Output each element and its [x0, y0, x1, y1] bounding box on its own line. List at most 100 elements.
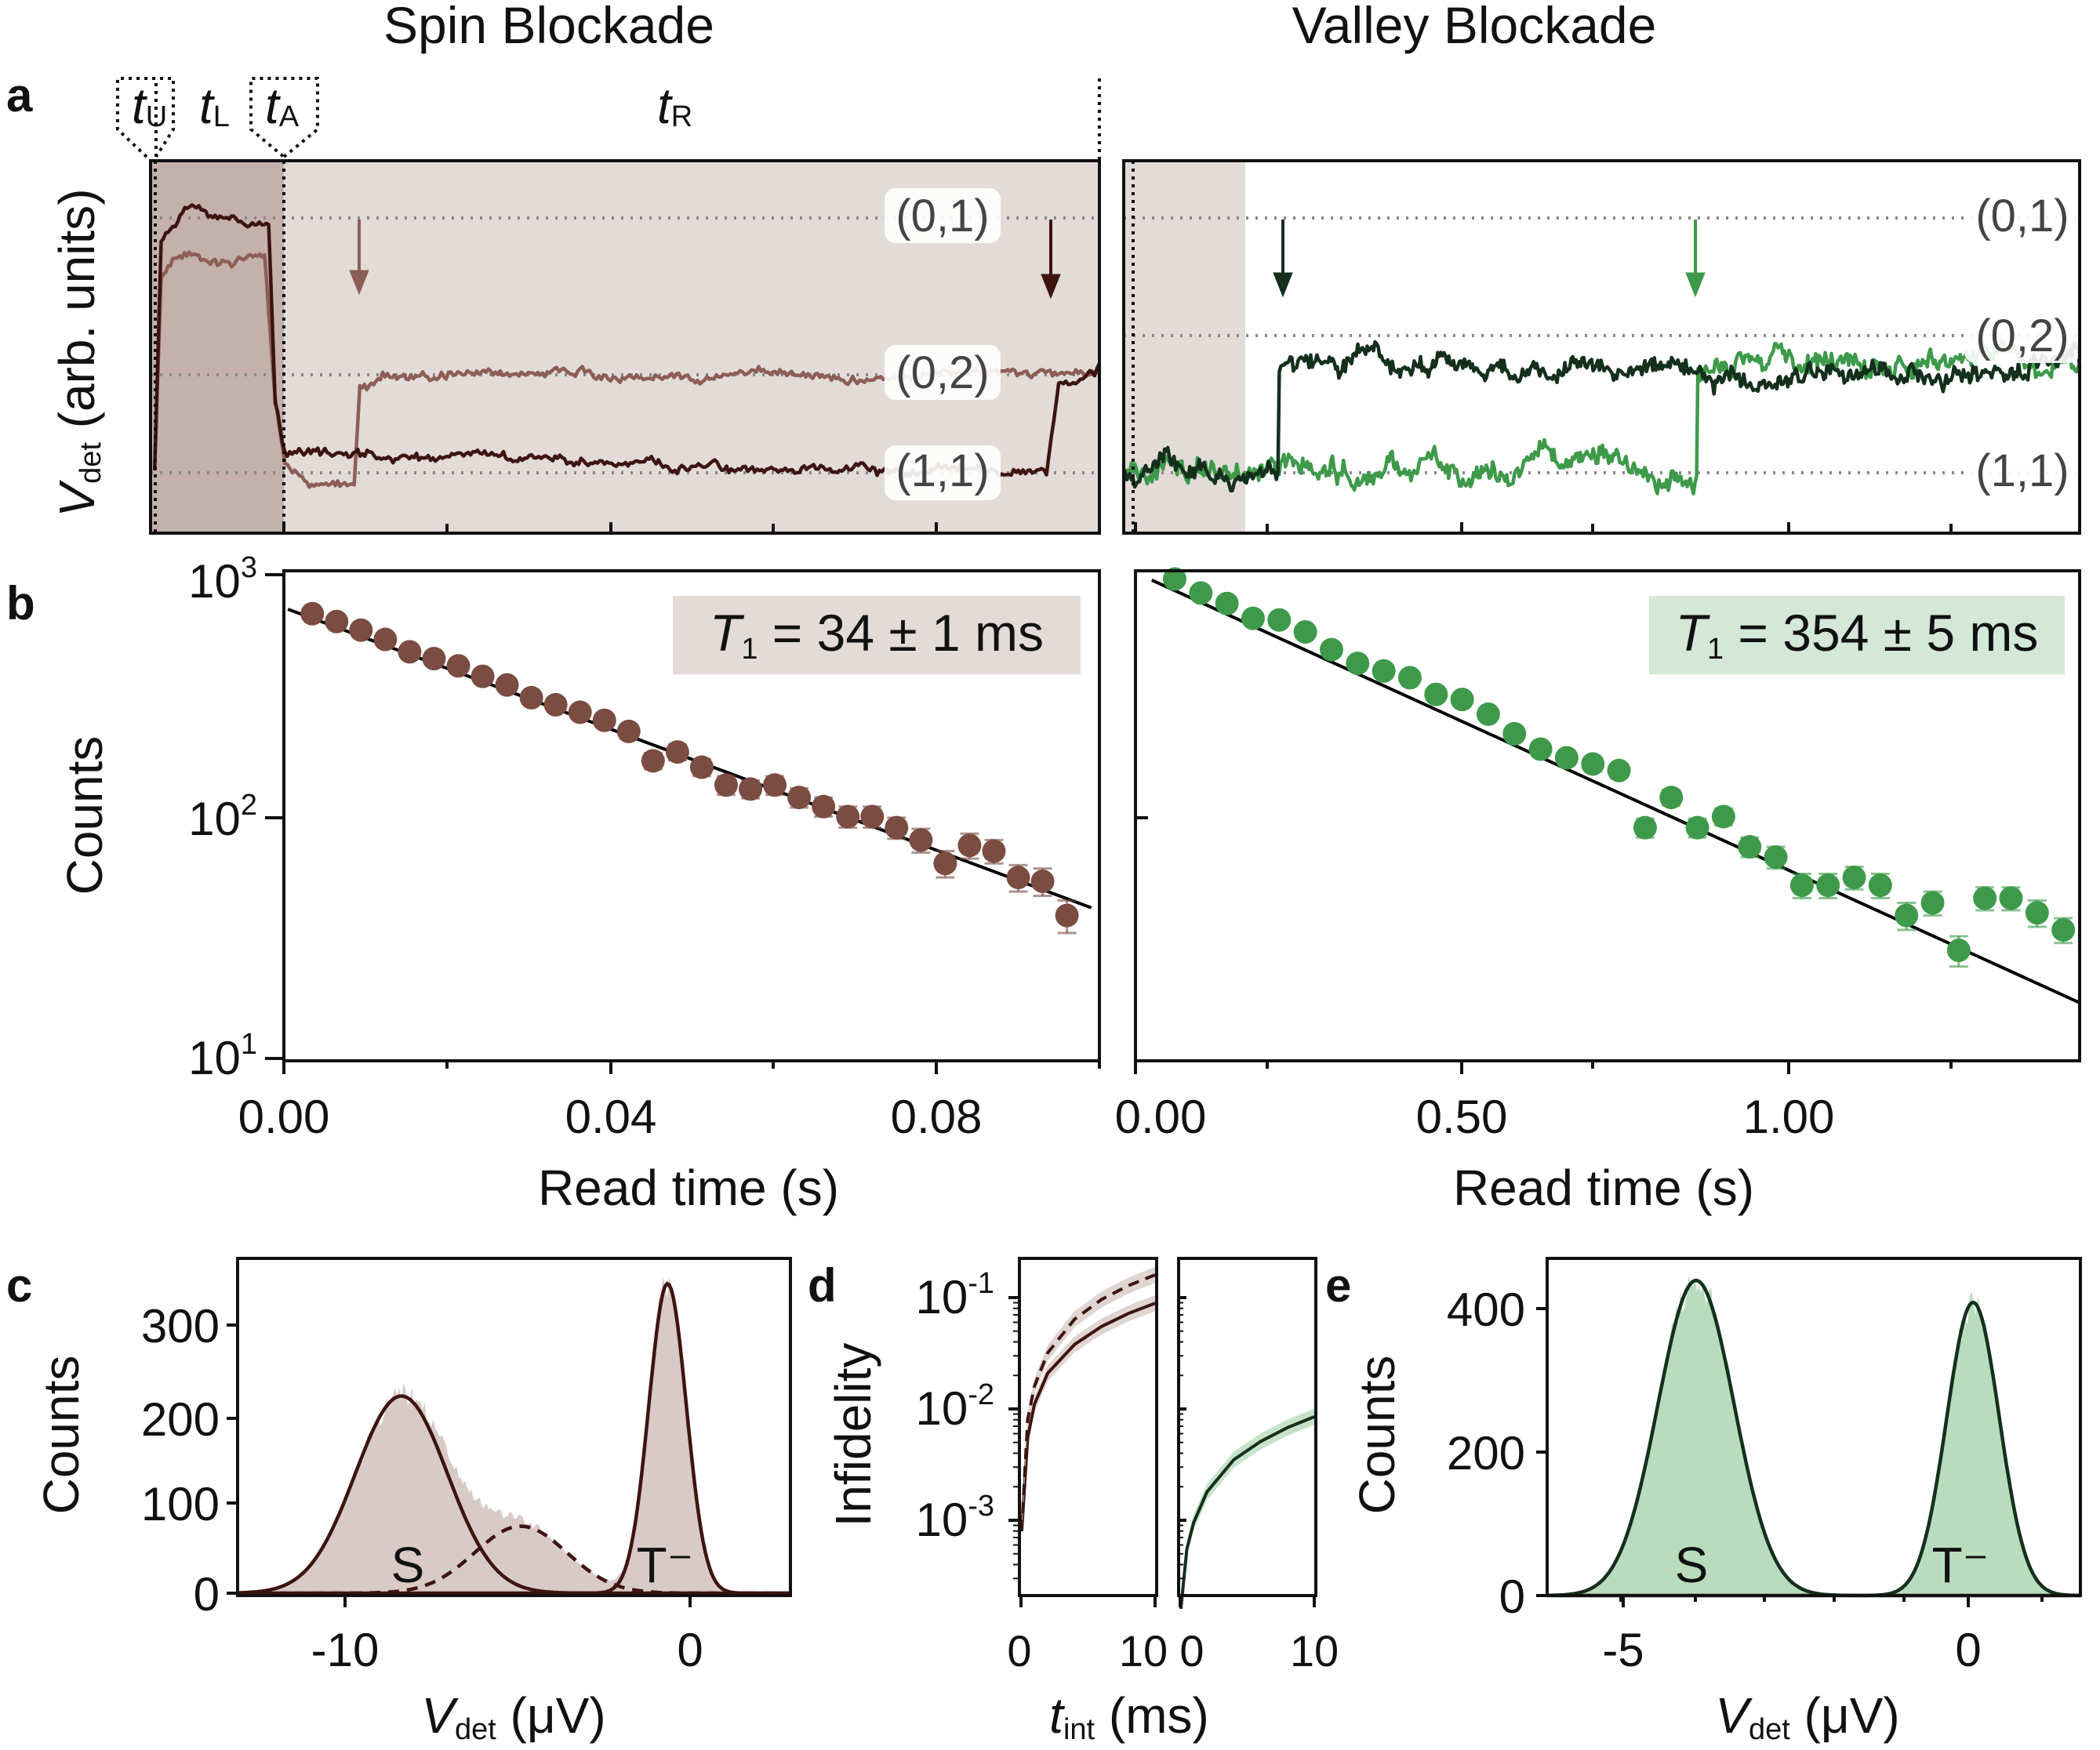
spin-data-point: [495, 673, 519, 697]
panel-label-e: e: [1325, 1259, 1351, 1312]
panel-e-ticks: [1536, 1307, 2044, 1607]
spin-data-point: [739, 777, 763, 801]
e-ytick-400: 400: [1447, 1283, 1525, 1336]
segment-label-tA: tA: [265, 78, 300, 134]
plot-frame-a-left: [149, 159, 1101, 535]
valley-data-point: [1554, 746, 1579, 770]
panel-b-yticks: [265, 573, 1148, 1060]
state-label-11-left: (1,1): [896, 445, 989, 496]
state-labels-right: (0,1) (0,2) (1,1): [1964, 188, 2080, 500]
d-ytick-1e-3: 10-3: [915, 1490, 994, 1546]
trace-valley_dark: [1122, 339, 2082, 493]
spin-data-point: [763, 773, 787, 797]
b-ylabel: Counts: [56, 736, 113, 895]
spin-data-point: [519, 685, 543, 710]
c-peak-label-s: S: [391, 1537, 425, 1593]
d-ytick-1e-2: 10-2: [915, 1378, 994, 1435]
valley-data-point: [1789, 873, 1814, 898]
valley-data-point: [1764, 845, 1788, 870]
c-peak-label-t: T⁻: [637, 1537, 694, 1593]
spin-fit-T⁻: [238, 1281, 790, 1596]
spin-data-point: [471, 664, 495, 688]
t1-label-spin: T1 = 34 ± 1 ms: [710, 604, 1044, 666]
spin-fit-line: [287, 608, 1092, 909]
b-right-xtick-2: 1.00: [1743, 1091, 1835, 1143]
d-right-xtick-0: 0: [1179, 1626, 1204, 1676]
state-labels-left: (0,1) (0,2) (1,1): [885, 188, 1001, 500]
plot-frame-b-left: [282, 569, 1101, 1062]
panel-c: 300 200 100 0 -10 0 S T⁻ Vdet (μV) Count…: [33, 1257, 792, 1746]
plot-frame-c: [236, 1257, 792, 1597]
valley-fit-line: [1151, 579, 2080, 1004]
valley-data-point: [1581, 752, 1605, 776]
state-label-01-right: (0,1): [1975, 191, 2069, 241]
c-xlabel: Vdet (μV): [421, 1687, 605, 1746]
spin-data-point: [957, 833, 982, 858]
b-left-xlabel: Read time (s): [538, 1160, 839, 1216]
d-xlabel: tint (ms): [1049, 1687, 1209, 1746]
spin-data-point: [885, 815, 909, 840]
b-right-xtick-1: 0.50: [1416, 1091, 1508, 1143]
valley-data-point: [1920, 891, 1945, 915]
segment-label-tR: tR: [657, 78, 692, 134]
d-ylabel: Infidelity: [825, 1343, 881, 1527]
spin-data-point: [1055, 903, 1079, 928]
plot-frame-b-right: [1134, 569, 2081, 1062]
spin-histogram: [238, 1276, 790, 1593]
spin-data-point: [300, 601, 325, 626]
spin-data-point: [398, 640, 422, 664]
valley-data-point: [1267, 608, 1292, 632]
c-ytick-100: 100: [141, 1478, 220, 1530]
valley-data-point: [1633, 815, 1657, 840]
valley-data-point: [1476, 702, 1500, 726]
valley-data-point: [1397, 666, 1422, 690]
valley-data-point: [2025, 901, 2049, 925]
spin-data-point: [446, 654, 471, 678]
title-valley-blockade: Valley Blockade: [1292, 0, 1657, 54]
arrow-valley-dark: [1273, 220, 1293, 298]
spin-data-point: [641, 749, 665, 773]
valley-band-valley: [1180, 1408, 1314, 1617]
panel-label-a: a: [6, 69, 33, 122]
valley-data-point: [1450, 688, 1474, 712]
plot-frame-e: [1546, 1257, 2082, 1597]
e-xtick-0: 0: [1955, 1624, 1981, 1676]
spin-data-point: [325, 609, 349, 634]
valley-data-point: [1999, 886, 2023, 910]
state-label-02-left: (0,2): [896, 347, 989, 398]
spin-data-point: [422, 646, 446, 670]
t1-box-valley: [1649, 596, 2065, 674]
valley-data-point: [1868, 873, 1892, 898]
e-ylabel: Counts: [1349, 1356, 1405, 1515]
spin-data-point: [568, 700, 592, 724]
panel-b-xticks: [282, 1061, 1953, 1074]
plot-frame-a-right: [1122, 159, 2081, 535]
t1-box-spin: [673, 596, 1081, 674]
panel-d-marks: [1019, 1266, 1315, 1617]
arrow-valley-light: [1685, 220, 1706, 298]
valley-data-point: [1162, 567, 1186, 591]
e-peak-label-t: T⁻: [1932, 1537, 1989, 1593]
spin-data-point: [909, 828, 933, 852]
spin-data-point: [592, 708, 616, 732]
valley-data-point: [1659, 786, 1684, 810]
spin-data-point: [812, 794, 836, 819]
valley-data-point: [1424, 682, 1448, 706]
valley-data-point: [1319, 637, 1343, 662]
d-left-xtick-0: 0: [1007, 1626, 1031, 1676]
valley-data-point: [1215, 591, 1239, 615]
valley-data-point: [1189, 581, 1213, 605]
spin-data-point: [665, 740, 689, 764]
spin-data-point: [787, 786, 812, 810]
valley-data-point: [1946, 939, 1971, 963]
segment-label-tU: tU: [132, 78, 167, 134]
arrow-spin-light: [349, 220, 369, 296]
e-xlabel: Vdet (μV): [1715, 1687, 1899, 1746]
valley-histogram: [1547, 1275, 2080, 1596]
panel-c-marks: [238, 1276, 790, 1596]
valley-data-point: [1685, 815, 1709, 840]
e-ytick-0: 0: [1499, 1570, 1525, 1623]
c-xtick-0: 0: [677, 1624, 703, 1676]
panel-d: 10-1 10-2 10-3 0 10 0 10 tint (ms) Infid…: [825, 1257, 1339, 1746]
b-ytick-100: 102: [188, 789, 257, 845]
